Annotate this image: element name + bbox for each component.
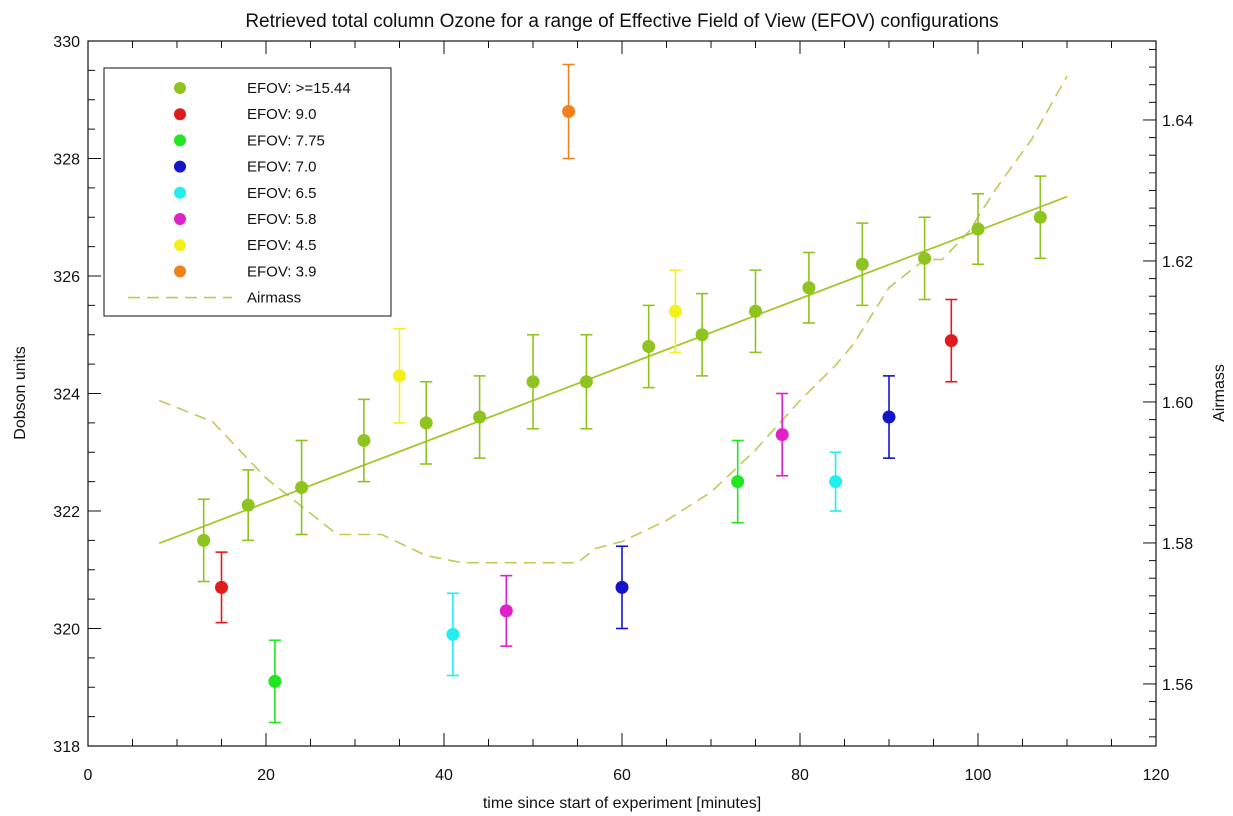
data-point bbox=[855, 257, 869, 271]
legend-label: EFOV: >=15.44 bbox=[247, 80, 351, 97]
legend-marker bbox=[174, 239, 186, 252]
y-tick-label: 318 bbox=[53, 739, 80, 756]
data-point bbox=[615, 580, 629, 594]
data-point bbox=[446, 627, 460, 641]
data-point bbox=[295, 481, 309, 494]
y-tick-label: 328 bbox=[53, 152, 80, 169]
data-point bbox=[1033, 210, 1047, 224]
data-point bbox=[971, 222, 985, 236]
chart-title: Retrieved total column Ozone for a range… bbox=[245, 11, 998, 32]
y-tick-label: 322 bbox=[53, 504, 80, 521]
x-tick-label: 120 bbox=[1143, 767, 1170, 784]
data-point bbox=[731, 475, 745, 489]
x-tick-label: 20 bbox=[257, 767, 275, 784]
data-point bbox=[526, 375, 540, 389]
airmass-curve bbox=[158, 75, 1068, 564]
legend-label: Airmass bbox=[247, 290, 301, 307]
x-tick-label: 80 bbox=[791, 767, 809, 784]
legend: EFOV: >=15.44 EFOV: 9.0 EFOV: 7.75 EFOV: 7.… bbox=[103, 67, 392, 317]
fit-line-group bbox=[158, 195, 1068, 545]
data-point bbox=[944, 334, 958, 348]
data-point bbox=[215, 580, 228, 594]
legend-label: EFOV: 3.9 bbox=[247, 263, 316, 280]
data-point bbox=[241, 498, 255, 512]
data-point bbox=[749, 304, 762, 318]
data-point bbox=[802, 281, 816, 295]
x-tick-label: 40 bbox=[435, 767, 453, 784]
legend-label: EFOV: 9.0 bbox=[247, 106, 316, 123]
data-point bbox=[473, 410, 487, 424]
x-axis-label: time since start of experiment [minutes] bbox=[483, 795, 761, 812]
legend-label: EFOV: 4.5 bbox=[247, 237, 316, 254]
y-axis-label: Dobson units bbox=[12, 346, 29, 439]
y-axis: 318 320 322 324 326 328 330 bbox=[53, 34, 101, 756]
data-point bbox=[393, 369, 406, 383]
legend-label: EFOV: 7.75 bbox=[247, 132, 325, 149]
data-point bbox=[695, 328, 709, 342]
y2-tick-label: 1.64 bbox=[1162, 113, 1193, 130]
data-point bbox=[918, 251, 932, 265]
legend-marker bbox=[174, 186, 186, 199]
x-tick-label: 100 bbox=[965, 767, 992, 784]
data-point bbox=[197, 533, 211, 547]
legend-label: EFOV: 5.8 bbox=[247, 211, 316, 228]
data-point bbox=[642, 340, 656, 353]
legend-marker bbox=[174, 265, 186, 278]
data-point bbox=[668, 304, 682, 318]
x-tick-label: 60 bbox=[613, 767, 631, 784]
data-point bbox=[357, 434, 371, 447]
data-point bbox=[579, 375, 593, 389]
legend-marker bbox=[174, 134, 186, 147]
y-tick-label: 326 bbox=[53, 269, 80, 286]
y2-tick-label: 1.56 bbox=[1162, 677, 1193, 694]
y2-tick-label: 1.60 bbox=[1162, 395, 1193, 412]
data-point bbox=[829, 475, 843, 489]
data-points bbox=[197, 63, 1047, 724]
legend-marker bbox=[174, 160, 186, 173]
y2-tick-label: 1.62 bbox=[1162, 254, 1193, 271]
legend-marker bbox=[174, 82, 186, 94]
x-tick-label: 0 bbox=[84, 767, 93, 784]
legend-box bbox=[103, 67, 392, 317]
data-point bbox=[562, 105, 576, 118]
y-tick-label: 330 bbox=[53, 34, 80, 51]
airmass-series bbox=[158, 75, 1068, 564]
legend-label: EFOV: 7.0 bbox=[247, 159, 316, 176]
data-point bbox=[775, 428, 789, 442]
y-tick-label: 320 bbox=[53, 622, 80, 639]
legend-marker bbox=[174, 108, 186, 121]
legend-label: EFOV: 6.5 bbox=[247, 185, 316, 202]
y-tick-label: 324 bbox=[53, 387, 80, 404]
data-point bbox=[499, 604, 513, 618]
legend-marker bbox=[174, 213, 186, 225]
x-axis: 0 20 40 60 80 100 120 bbox=[84, 41, 1170, 784]
fit-line bbox=[158, 195, 1068, 545]
data-point bbox=[882, 410, 896, 424]
data-point bbox=[419, 416, 433, 430]
y2-axis-label: Airmass bbox=[1211, 364, 1228, 422]
data-point bbox=[268, 674, 282, 688]
y2-tick-label: 1.58 bbox=[1162, 536, 1193, 553]
y2-axis: 1.56 1.58 1.60 1.62 1.64 bbox=[1143, 48, 1193, 738]
